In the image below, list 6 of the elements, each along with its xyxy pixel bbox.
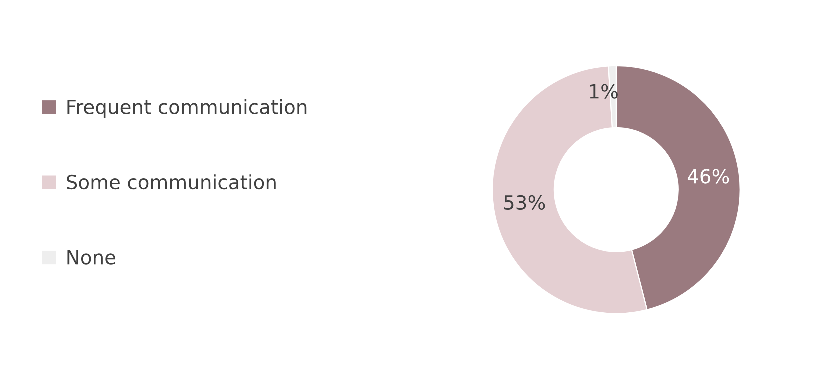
legend-label: None <box>68 250 116 265</box>
data-label: 46% <box>688 169 730 184</box>
legend-label: Some communication <box>67 174 276 190</box>
data-label: 1% <box>590 84 618 99</box>
legend-label: Frequent communication <box>68 99 307 118</box>
data-label: 53% <box>504 195 546 210</box>
